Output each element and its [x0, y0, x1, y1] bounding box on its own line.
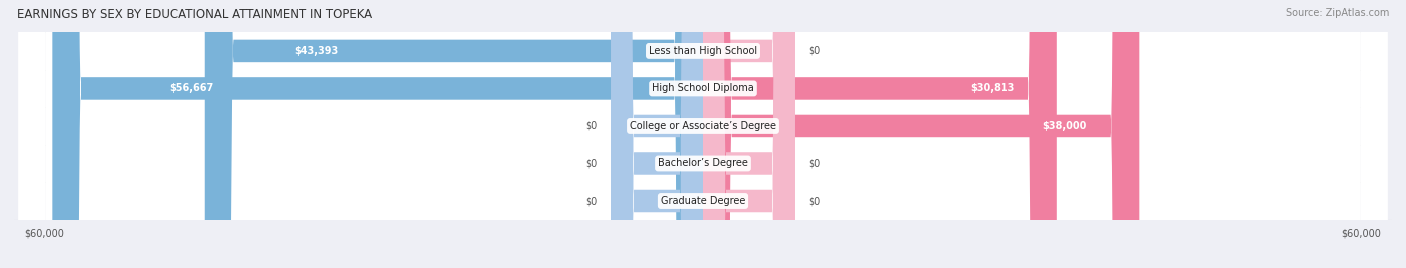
- FancyBboxPatch shape: [703, 0, 794, 268]
- FancyBboxPatch shape: [703, 0, 1057, 268]
- Text: $0: $0: [585, 121, 598, 131]
- FancyBboxPatch shape: [612, 0, 703, 268]
- FancyBboxPatch shape: [18, 0, 1388, 268]
- Text: Source: ZipAtlas.com: Source: ZipAtlas.com: [1285, 8, 1389, 18]
- Text: $0: $0: [585, 196, 598, 206]
- Text: EARNINGS BY SEX BY EDUCATIONAL ATTAINMENT IN TOPEKA: EARNINGS BY SEX BY EDUCATIONAL ATTAINMEN…: [17, 8, 373, 21]
- FancyBboxPatch shape: [18, 0, 1388, 268]
- Text: $38,000: $38,000: [1043, 121, 1087, 131]
- FancyBboxPatch shape: [205, 0, 703, 268]
- Text: Bachelor’s Degree: Bachelor’s Degree: [658, 158, 748, 169]
- Text: College or Associate’s Degree: College or Associate’s Degree: [630, 121, 776, 131]
- FancyBboxPatch shape: [612, 0, 703, 268]
- Text: $60,000: $60,000: [24, 228, 65, 238]
- Text: $0: $0: [808, 158, 821, 169]
- Text: $43,393: $43,393: [294, 46, 339, 56]
- FancyBboxPatch shape: [703, 0, 794, 268]
- Text: Less than High School: Less than High School: [650, 46, 756, 56]
- FancyBboxPatch shape: [703, 0, 794, 268]
- FancyBboxPatch shape: [703, 0, 1139, 268]
- Text: $0: $0: [585, 158, 598, 169]
- Text: High School Diploma: High School Diploma: [652, 83, 754, 94]
- Text: $0: $0: [808, 196, 821, 206]
- Text: $0: $0: [808, 46, 821, 56]
- Text: $60,000: $60,000: [1341, 228, 1382, 238]
- Text: $30,813: $30,813: [970, 83, 1014, 94]
- Text: $56,667: $56,667: [170, 83, 214, 94]
- FancyBboxPatch shape: [52, 0, 703, 268]
- FancyBboxPatch shape: [18, 0, 1388, 268]
- Text: Graduate Degree: Graduate Degree: [661, 196, 745, 206]
- FancyBboxPatch shape: [18, 0, 1388, 268]
- FancyBboxPatch shape: [18, 0, 1388, 268]
- FancyBboxPatch shape: [612, 0, 703, 268]
